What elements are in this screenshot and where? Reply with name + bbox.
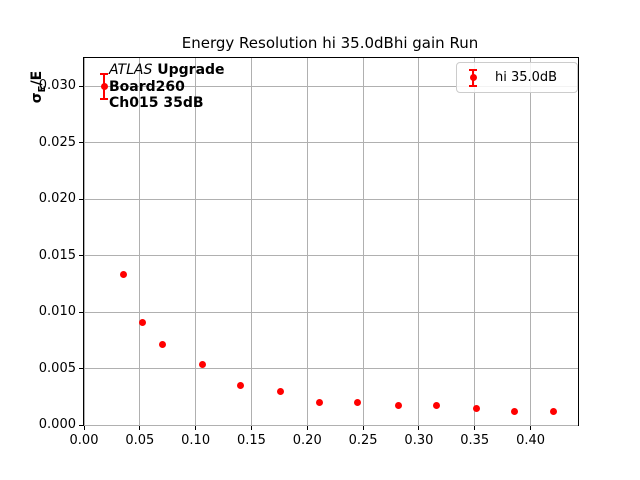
data-point [473,404,481,412]
annotation-line-3: Ch015 35dB [109,95,204,111]
y-tick-mark [79,311,83,313]
data-point [395,402,403,410]
data-point [236,381,244,389]
gridline-vertical [530,58,532,425]
y-tick-label: 0.015 [38,247,76,263]
gridline-horizontal [84,424,578,426]
ylabel-subscript: E [36,85,48,93]
data-point [550,407,558,415]
y-tick-mark [79,255,83,257]
y-tick-mark [79,198,83,200]
y-tick-label: 0.030 [38,78,76,94]
gridline-horizontal [84,255,578,257]
gridline-horizontal [84,85,578,87]
x-tick-mark [139,426,141,430]
y-axis-label: σE/E [29,57,48,117]
annotation-experiment-suffix: Upgrade [152,62,225,78]
y-tick-label: 0.010 [38,304,76,320]
x-tick-mark [362,426,364,430]
error-bar-cap-top [100,72,109,75]
annotation-text: ATLAS Upgrade Board260 Ch015 35dB [109,62,225,112]
gridline-vertical [195,58,197,425]
data-point [511,407,519,415]
x-tick-mark [306,426,308,430]
gridline-horizontal [84,198,578,200]
y-tick-mark [79,424,83,426]
gridline-vertical [362,58,364,425]
annotation-experiment: ATLAS [109,62,153,78]
gridline-vertical [418,58,420,425]
x-tick-label: 0.20 [292,433,322,448]
data-point [276,387,284,395]
legend-error-cap-bottom [469,84,477,87]
y-tick-mark [79,85,83,87]
data-point [316,398,324,406]
data-point [433,402,441,410]
gridline-horizontal [84,311,578,313]
annotation-line-1: ATLAS Upgrade [109,62,225,79]
x-tick-label: 0.30 [404,433,434,448]
x-tick-label: 0.00 [69,433,99,448]
gridline-vertical [83,58,85,425]
y-tick-label: 0.000 [38,417,76,432]
x-tick-mark [474,426,476,430]
x-tick-mark [195,426,197,430]
errorbar-marker-icon [465,68,481,88]
gridline-vertical [474,58,476,425]
legend-label: hi 35.0dB [495,70,558,85]
gridline-vertical [306,58,308,425]
ylabel-rest: /E [29,70,45,86]
error-bar-cap-bottom [100,97,109,100]
x-tick-label: 0.05 [125,433,155,448]
plot-area: 0.00 0.05 0.10 0.15 0.20 0.25 0.30 0.35 0.40 0.00… [29,57,579,448]
gridline-horizontal [84,142,578,144]
y-tick-mark [79,142,83,144]
x-tick-mark [530,426,532,430]
data-point [138,318,146,326]
data-point [100,82,108,90]
x-tick-mark [250,426,252,430]
legend: hi 35.0dB [456,62,578,93]
x-tick-label: 0.15 [236,433,266,448]
y-tick-mark [79,368,83,370]
legend-error-cap-top [469,68,477,71]
gridline-vertical [139,58,141,425]
gridline-vertical [250,58,252,425]
x-tick-label: 0.10 [181,433,211,448]
x-tick-mark [418,426,420,430]
x-tick-label: 0.40 [516,433,546,448]
x-tick-label: 0.25 [348,433,378,448]
ylabel-sigma: σ [29,92,45,104]
y-tick-label: 0.020 [38,191,76,207]
data-point [198,360,206,368]
y-tick-label: 0.005 [38,360,76,376]
chart-title: Energy Resolution hi 35.0dBhi gain Run [181,34,479,52]
data-point [354,398,361,406]
gridline-horizontal [84,368,578,370]
annotation-line-2: Board260 [109,78,185,95]
y-tick-label: 0.025 [38,134,76,150]
data-point [119,271,127,279]
x-tick-mark [83,426,85,430]
data-point [158,341,166,349]
x-tick-label: 0.35 [460,433,490,448]
legend-data-point [469,74,477,81]
